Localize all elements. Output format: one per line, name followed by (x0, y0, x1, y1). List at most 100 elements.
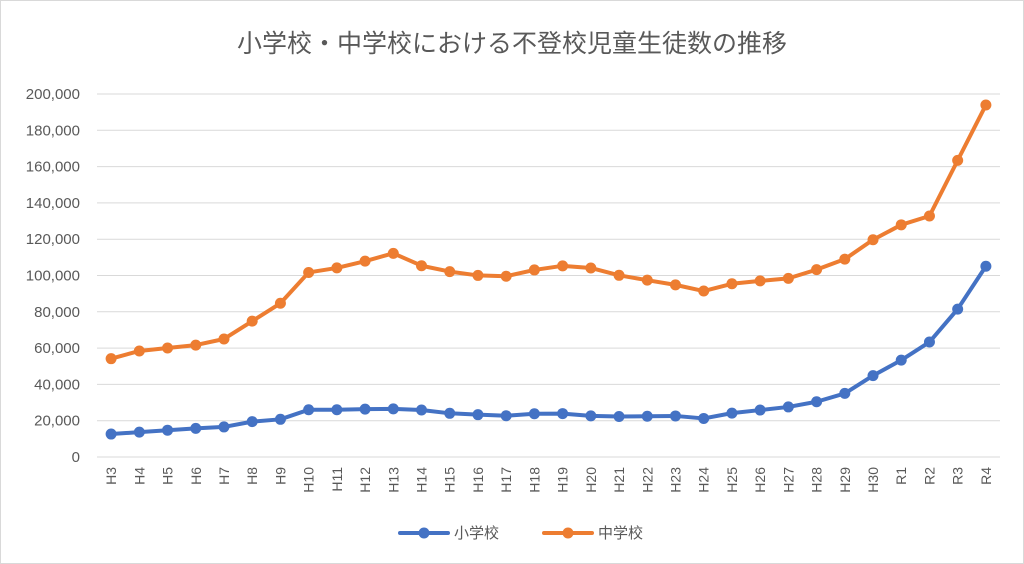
data-point (105, 353, 117, 365)
x-tick-label: H19 (555, 467, 571, 493)
data-point (867, 370, 879, 382)
data-point (246, 416, 258, 428)
x-tick-label: H14 (414, 467, 430, 493)
data-point (162, 424, 174, 436)
legend-swatch-marker (562, 527, 574, 539)
x-tick-label: H7 (216, 467, 232, 485)
data-point (811, 396, 823, 408)
data-point (331, 262, 343, 274)
data-point (698, 285, 710, 297)
x-tick-label: H21 (611, 467, 627, 493)
data-point (303, 266, 315, 278)
data-point (218, 333, 230, 345)
y-tick-label: 0 (72, 449, 80, 466)
chart-title: 小学校・中学校における不登校児童生徒数の推移 (237, 29, 787, 58)
x-tick-label: R4 (978, 467, 994, 485)
y-axis-ticks: 0 20,000 40,000 60,000 80,000 100,000 120,000 1… (26, 86, 80, 466)
data-point (387, 403, 399, 415)
series-line (109, 103, 988, 361)
data-point (895, 354, 907, 366)
y-tick-label: 200,000 (26, 86, 80, 103)
x-tick-label: H9 (272, 467, 288, 485)
x-tick-label: H5 (160, 467, 176, 485)
data-point (528, 264, 540, 276)
x-tick-label: H16 (470, 467, 486, 493)
data-point (557, 408, 569, 420)
x-tick-label: R3 (950, 467, 966, 485)
data-point (952, 154, 964, 166)
x-axis-ticks: H3 H4 H5 H6 H7 H8 H9 H10 H11 H12 H13 H14 H15 H16 H17 H1… (103, 467, 994, 493)
x-tick-label: H22 (639, 467, 655, 493)
series-2 (105, 99, 992, 365)
data-point (585, 410, 597, 422)
data-point (811, 264, 823, 276)
data-point (839, 387, 851, 399)
legend-item: 小学校 (398, 524, 499, 542)
y-tick-label: 120,000 (26, 231, 80, 248)
data-point (726, 278, 738, 290)
y-tick-label: 100,000 (26, 268, 80, 285)
x-tick-label: H11 (329, 467, 345, 492)
data-point (444, 266, 456, 278)
data-point (669, 410, 681, 422)
x-tick-label: H30 (865, 467, 881, 493)
data-point (641, 274, 653, 286)
data-point (923, 336, 935, 348)
y-tick-label: 160,000 (26, 159, 80, 176)
legend: 小学校 中学校 (398, 524, 643, 542)
data-point (416, 260, 428, 272)
data-point (782, 401, 794, 413)
x-tick-label: H12 (357, 467, 373, 493)
data-point (190, 339, 202, 351)
data-point (895, 219, 907, 231)
data-point (190, 422, 202, 434)
x-tick-label: H25 (724, 467, 740, 493)
x-tick-label: H18 (526, 467, 542, 493)
x-tick-label: H3 (103, 467, 119, 485)
series-1 (105, 260, 992, 440)
data-point (274, 413, 286, 425)
data-point (162, 342, 174, 354)
data-point (782, 272, 794, 284)
data-point (726, 407, 738, 419)
x-tick-label: H8 (244, 467, 260, 485)
x-tick-label: H6 (188, 467, 204, 485)
y-tick-label: 180,000 (26, 122, 80, 139)
data-point (613, 410, 625, 422)
data-point (472, 409, 484, 421)
x-tick-label: H13 (385, 467, 401, 493)
x-tick-label: H28 (809, 467, 825, 493)
y-tick-label: 80,000 (34, 304, 80, 321)
x-tick-label: H24 (696, 467, 712, 493)
data-point (754, 404, 766, 416)
x-tick-label: H4 (131, 467, 147, 485)
data-point (980, 260, 992, 272)
data-point (613, 269, 625, 281)
data-point (444, 407, 456, 419)
data-point (528, 408, 540, 420)
legend-item: 中学校 (542, 524, 643, 542)
data-point (641, 410, 653, 422)
data-point (980, 99, 992, 111)
data-point (839, 253, 851, 265)
series-line (109, 264, 988, 437)
data-point (557, 260, 569, 272)
data-point (359, 255, 371, 267)
legend-swatch-marker (418, 527, 430, 539)
data-point (274, 297, 286, 309)
y-tick-label: 40,000 (34, 376, 80, 393)
data-point (867, 234, 879, 246)
x-tick-label: H15 (442, 467, 458, 493)
legend-label: 中学校 (598, 524, 643, 542)
x-tick-label: H23 (667, 467, 683, 493)
y-tick-label: 60,000 (34, 340, 80, 357)
data-point (303, 404, 315, 416)
data-point (472, 269, 484, 281)
data-point (331, 404, 343, 416)
data-point (500, 270, 512, 282)
data-point (923, 210, 935, 222)
legend-label: 小学校 (454, 524, 499, 542)
x-tick-label: H29 (837, 467, 853, 493)
x-tick-label: H26 (752, 467, 768, 493)
